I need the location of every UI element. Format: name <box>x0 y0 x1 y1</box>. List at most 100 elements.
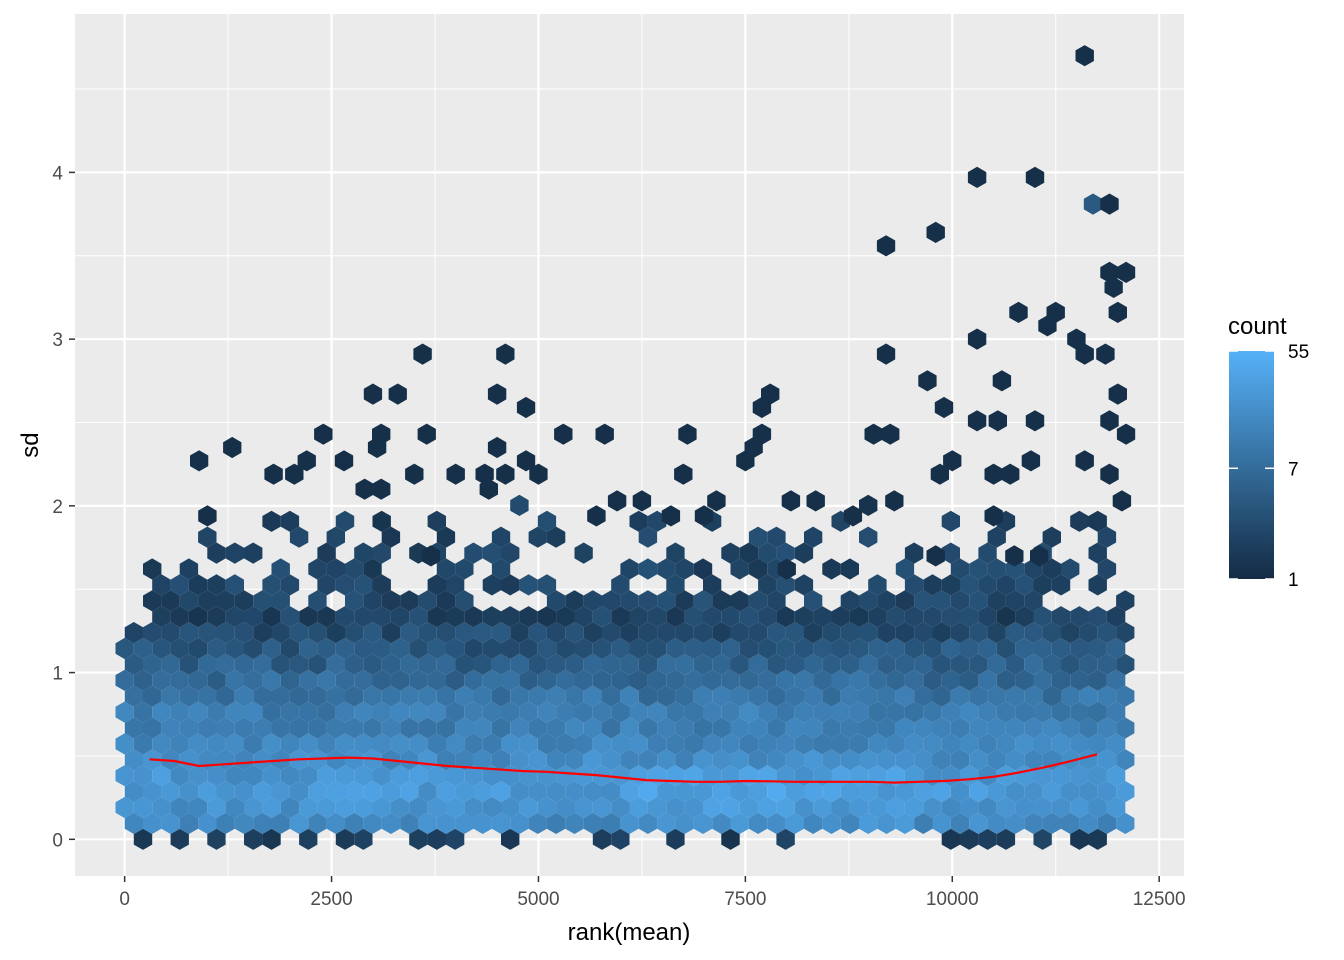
hex-cell <box>501 637 520 660</box>
hex-cell <box>1015 637 1034 660</box>
hex-cell <box>446 733 465 755</box>
hex-cell <box>1061 685 1080 707</box>
hex-cell <box>179 653 199 675</box>
hex-cell <box>482 733 501 755</box>
hex-cell <box>574 606 593 628</box>
hex-cell <box>418 812 437 834</box>
hex-cell <box>1097 749 1117 771</box>
hex-cell <box>390 765 410 787</box>
hex-cell <box>317 701 336 723</box>
hex-cell <box>941 669 960 691</box>
hex-cell <box>712 622 731 644</box>
hex-cell <box>877 622 896 644</box>
hex-cell <box>179 590 199 612</box>
hex-cell <box>133 796 153 819</box>
hex-cell <box>1088 828 1107 850</box>
hex-cell <box>1015 796 1034 819</box>
hex-cell <box>372 510 391 532</box>
hex-cell <box>234 749 254 771</box>
hex-cell <box>253 717 272 739</box>
hex-cell <box>914 781 933 803</box>
hex-cell-outlier <box>1083 193 1103 215</box>
hex-cell <box>115 765 134 787</box>
hex-cell <box>712 812 731 834</box>
hex-cell <box>317 574 336 596</box>
hex-cell <box>152 669 171 691</box>
hex-cell <box>1116 653 1135 675</box>
hex-cell <box>794 637 814 660</box>
hex-cell <box>877 749 896 771</box>
hex-cell <box>960 765 979 787</box>
hex-cell <box>1005 685 1025 707</box>
hex-cell <box>620 749 639 771</box>
hex-cell <box>455 781 474 803</box>
hex-cell <box>363 749 382 771</box>
hex-cell <box>602 622 621 644</box>
hex-cell <box>537 765 557 787</box>
hex-cell <box>721 542 740 564</box>
hex-cell <box>657 717 676 739</box>
hex-cell <box>262 669 281 691</box>
hex-cell <box>647 606 667 628</box>
hex-cell <box>188 796 208 819</box>
hex-cell <box>473 812 492 834</box>
hex-cell <box>170 606 189 628</box>
hex-cell <box>960 701 979 723</box>
hex-cell <box>941 574 960 596</box>
hex-cell <box>730 781 749 803</box>
hex-cell <box>510 653 529 675</box>
hex-cell <box>427 701 446 723</box>
hex-cell <box>363 653 382 675</box>
hex-cell <box>427 765 446 787</box>
hex-cell <box>987 653 1006 675</box>
hex-cell <box>923 733 942 755</box>
hex-cell <box>464 542 483 564</box>
hex-cell <box>170 637 189 660</box>
hex-cell <box>693 812 713 834</box>
hex-cell <box>124 812 143 834</box>
hex-cell <box>455 558 474 580</box>
hex-cell <box>758 637 777 660</box>
hex-cell <box>1033 733 1052 755</box>
hex-cell <box>895 685 915 707</box>
hex-cell <box>299 733 318 755</box>
hex-cell <box>152 701 171 723</box>
hex-cell <box>859 781 878 803</box>
smooth-line-layer <box>149 753 1098 784</box>
hex-cell <box>363 590 382 612</box>
hex-cell <box>225 701 244 723</box>
hex-cell <box>1070 701 1089 723</box>
hex-cell <box>868 574 887 596</box>
hex-cell <box>602 685 621 707</box>
x-tick-label: 10000 <box>926 889 979 910</box>
hex-cell <box>207 701 226 723</box>
hex-cell <box>693 590 713 612</box>
hex-cell <box>207 637 226 660</box>
hex-cell <box>877 653 896 675</box>
hex-cell <box>216 717 235 739</box>
hex-cell-outlier <box>388 383 407 405</box>
hex-cell <box>583 749 602 771</box>
hex-cell-outlier <box>992 370 1012 392</box>
hex-cell <box>446 765 465 787</box>
hex-cell <box>767 812 786 834</box>
hex-cell <box>831 701 850 723</box>
hex-cell <box>427 828 446 850</box>
hex-cell <box>840 622 859 644</box>
hex-cell <box>409 637 428 660</box>
hex-cell <box>1033 796 1052 819</box>
hex-cell <box>556 606 575 628</box>
hex-cell <box>1033 574 1052 596</box>
hex-cell <box>253 590 272 612</box>
hex-cell-outlier <box>1075 343 1094 365</box>
hex-cell <box>1061 717 1080 739</box>
hex-cell <box>611 669 630 691</box>
hex-cell <box>1024 622 1043 644</box>
hex-cell <box>904 606 924 628</box>
hex-cell <box>693 685 713 707</box>
hex-cell <box>482 796 501 819</box>
hex-cell <box>299 606 318 628</box>
hex-cell <box>198 653 217 675</box>
hex-cell <box>758 796 777 819</box>
hex-cell <box>473 653 492 675</box>
